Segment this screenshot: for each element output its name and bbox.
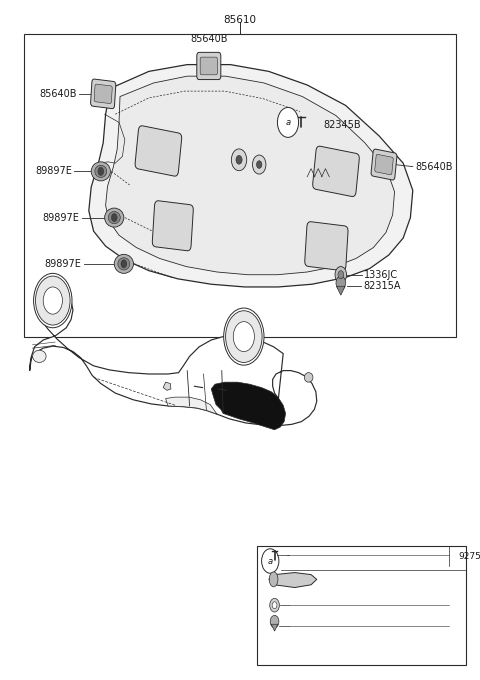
FancyBboxPatch shape	[91, 79, 116, 109]
Text: a: a	[268, 556, 273, 566]
Circle shape	[262, 549, 279, 573]
Circle shape	[98, 167, 104, 175]
Circle shape	[111, 214, 117, 222]
Circle shape	[231, 149, 247, 171]
Ellipse shape	[33, 350, 46, 362]
Circle shape	[336, 276, 346, 290]
Bar	[24, 34, 456, 337]
Polygon shape	[106, 76, 395, 275]
FancyBboxPatch shape	[197, 52, 221, 80]
Polygon shape	[163, 382, 171, 390]
Ellipse shape	[114, 254, 133, 273]
Text: 82315A: 82315A	[363, 282, 400, 291]
Circle shape	[121, 260, 127, 268]
Polygon shape	[30, 284, 317, 426]
Circle shape	[256, 160, 262, 169]
FancyBboxPatch shape	[94, 84, 112, 103]
Text: 1243AB: 1243AB	[290, 550, 325, 560]
Ellipse shape	[105, 208, 124, 227]
FancyBboxPatch shape	[312, 146, 360, 197]
Circle shape	[236, 156, 242, 164]
Text: 85610: 85610	[224, 15, 256, 25]
FancyBboxPatch shape	[371, 149, 397, 180]
Circle shape	[233, 322, 254, 352]
Text: 89897E: 89897E	[35, 167, 72, 176]
Ellipse shape	[108, 211, 120, 224]
Circle shape	[252, 155, 266, 174]
Text: 85640B: 85640B	[39, 89, 77, 99]
Circle shape	[36, 276, 70, 325]
Polygon shape	[166, 397, 217, 414]
Text: 92756D: 92756D	[290, 621, 326, 630]
FancyBboxPatch shape	[375, 154, 393, 175]
FancyBboxPatch shape	[200, 57, 217, 75]
Circle shape	[277, 107, 299, 137]
Circle shape	[270, 615, 279, 628]
Polygon shape	[269, 573, 317, 588]
Circle shape	[224, 308, 264, 365]
Ellipse shape	[269, 572, 278, 587]
Ellipse shape	[304, 373, 313, 382]
Text: 89897E: 89897E	[45, 259, 82, 269]
Ellipse shape	[118, 258, 130, 270]
Text: 85640B: 85640B	[415, 162, 453, 171]
Text: 89897E: 89897E	[42, 213, 79, 222]
Text: 92750A: 92750A	[458, 551, 480, 561]
Text: a: a	[286, 118, 290, 127]
Bar	[257, 546, 466, 665]
Polygon shape	[336, 286, 345, 295]
FancyBboxPatch shape	[305, 222, 348, 271]
Polygon shape	[271, 624, 278, 631]
Circle shape	[226, 311, 262, 362]
Text: 85640B: 85640B	[190, 34, 228, 44]
Circle shape	[338, 271, 344, 279]
FancyBboxPatch shape	[152, 201, 193, 251]
Circle shape	[335, 267, 347, 283]
Text: 1336JC: 1336JC	[364, 270, 398, 279]
Circle shape	[43, 287, 62, 314]
Circle shape	[270, 598, 279, 612]
Polygon shape	[89, 65, 413, 287]
Ellipse shape	[91, 162, 110, 181]
Text: 18643P: 18643P	[290, 600, 324, 610]
Text: 82345B: 82345B	[323, 120, 360, 130]
FancyBboxPatch shape	[135, 126, 182, 176]
Polygon shape	[211, 382, 286, 430]
Circle shape	[34, 273, 72, 328]
Ellipse shape	[95, 165, 107, 177]
Circle shape	[272, 602, 277, 609]
